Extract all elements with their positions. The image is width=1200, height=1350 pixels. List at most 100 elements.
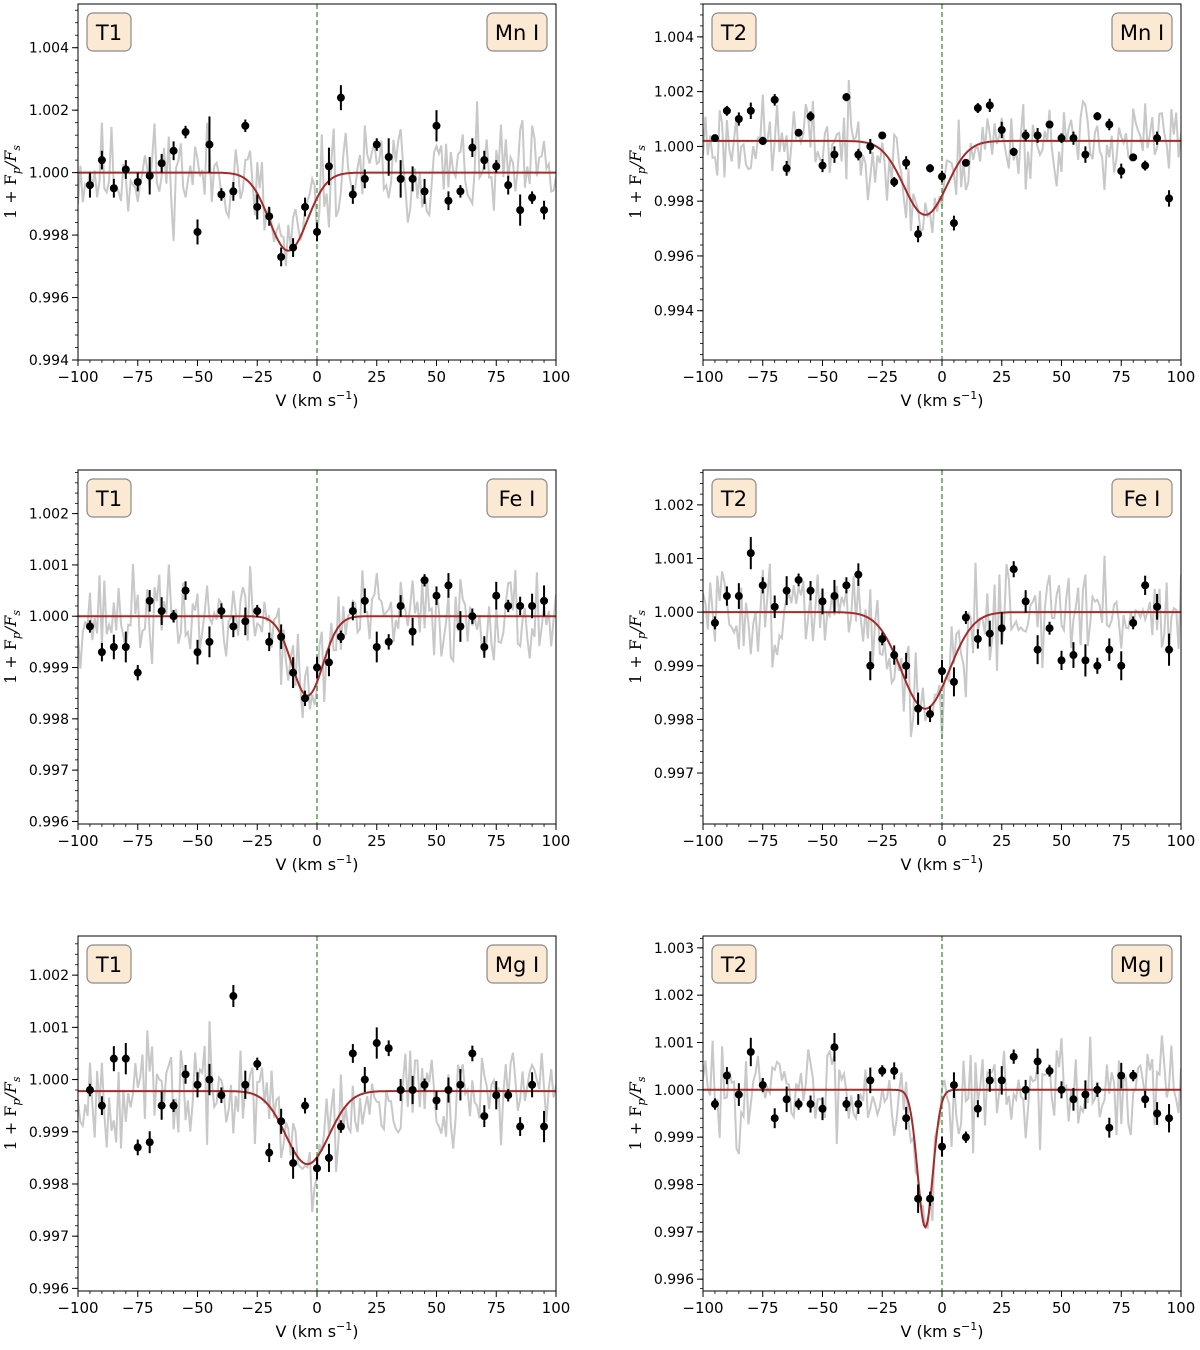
data-point xyxy=(830,150,839,159)
y-tick-label: 0.998 xyxy=(29,1177,69,1193)
data-point xyxy=(830,592,839,601)
data-point xyxy=(444,1086,453,1095)
data-point xyxy=(890,1066,899,1075)
data-point xyxy=(289,668,298,677)
panel-t2-fe: −100 −75 −50 −25 0 25 50 75 100 0.997 0.998 0.999 1.… xyxy=(626,469,1195,874)
data-point xyxy=(372,140,381,149)
data-point xyxy=(480,156,489,165)
data-point xyxy=(985,1076,994,1085)
y-tick-label: 0.998 xyxy=(29,712,69,728)
panel-t1-mg: −100 −75 −50 −25 0 25 50 75 100 0.996 0.997 0.998 0.… xyxy=(1,935,570,1341)
data-point xyxy=(157,1101,166,1110)
plot-area xyxy=(78,936,556,1291)
transit-label-box xyxy=(711,478,757,518)
data-point xyxy=(157,607,166,616)
data-point xyxy=(902,661,911,670)
data-point xyxy=(396,1086,405,1095)
data-point xyxy=(890,651,899,660)
data-point xyxy=(914,1194,923,1203)
data-point xyxy=(97,1101,106,1110)
x-tick-label: 25 xyxy=(367,368,386,386)
data-point xyxy=(1105,120,1114,129)
x-tick-label: −100 xyxy=(682,1299,723,1317)
data-point xyxy=(1105,645,1114,654)
transit-label: T1 xyxy=(95,953,122,977)
data-point xyxy=(1153,134,1162,143)
gaussian-fit-line xyxy=(78,171,556,252)
data-point xyxy=(133,1143,142,1152)
data-point xyxy=(710,618,719,627)
data-point xyxy=(782,586,791,595)
x-tick-label: −75 xyxy=(122,1299,154,1317)
data-point xyxy=(961,158,970,167)
data-point xyxy=(1045,624,1054,633)
data-point xyxy=(468,143,477,152)
x-tick-label: −50 xyxy=(182,1299,214,1317)
data-point xyxy=(961,1133,970,1142)
data-point xyxy=(253,607,262,616)
data-point xyxy=(985,101,994,110)
x-tick-label: 25 xyxy=(992,832,1011,850)
data-point xyxy=(890,178,899,186)
data-point xyxy=(277,252,286,261)
data-point xyxy=(528,1080,537,1089)
y-tick-label: 0.996 xyxy=(29,291,69,307)
y-tick-label: 1.000 xyxy=(654,139,694,155)
data-point xyxy=(528,193,537,202)
y-axis-label: 1 + Fp/Fs xyxy=(1,1076,23,1150)
data-point xyxy=(456,622,465,631)
data-point xyxy=(336,93,345,102)
data-point xyxy=(420,187,429,196)
data-point xyxy=(157,159,166,168)
plot-area xyxy=(78,4,556,360)
data-point xyxy=(1117,167,1126,176)
data-point xyxy=(265,637,274,646)
data-point xyxy=(109,643,118,651)
data-point xyxy=(85,622,94,631)
data-point xyxy=(253,1059,262,1068)
data-point xyxy=(85,181,94,190)
data-point xyxy=(842,581,851,590)
data-point xyxy=(169,1101,178,1110)
x-tick-label: 75 xyxy=(1112,1299,1131,1317)
x-tick-label: 50 xyxy=(427,368,446,386)
data-point xyxy=(985,629,994,638)
data-point xyxy=(902,158,911,167)
x-tick-label: −25 xyxy=(866,1299,898,1317)
y-axis-label: 1 + Fp/Fs xyxy=(1,145,23,219)
gaussian-fit-line xyxy=(703,611,1181,710)
data-point xyxy=(372,1039,381,1048)
y-tick-label: 0.997 xyxy=(29,763,69,779)
data-point xyxy=(97,156,106,165)
transit-label: T1 xyxy=(95,21,122,45)
data-point xyxy=(480,643,489,651)
data-point xyxy=(324,162,333,171)
data-point xyxy=(109,184,118,193)
data-point xyxy=(217,607,226,616)
data-point xyxy=(758,136,767,145)
data-point xyxy=(1009,147,1018,156)
plot-area xyxy=(703,936,1181,1291)
data-point xyxy=(1165,194,1174,203)
data-point xyxy=(1009,1052,1018,1061)
transit-label-box xyxy=(86,944,132,984)
data-point xyxy=(758,1081,767,1090)
x-tick-label: 50 xyxy=(1052,368,1071,386)
data-point xyxy=(1153,602,1162,611)
data-point xyxy=(949,677,958,686)
transit-label-box xyxy=(86,478,132,518)
data-point xyxy=(1117,1071,1126,1080)
plot-area xyxy=(703,4,1181,360)
data-point xyxy=(121,643,130,651)
data-point xyxy=(181,586,190,595)
y-tick-label: 0.996 xyxy=(654,249,694,265)
data-point xyxy=(926,164,935,173)
y-tick-label: 1.000 xyxy=(654,605,694,621)
species-label: Fe I xyxy=(1124,487,1161,511)
data-point xyxy=(1141,581,1150,590)
species-label: Fe I xyxy=(499,487,536,511)
data-point xyxy=(145,171,154,180)
y-tick-label: 1.003 xyxy=(654,941,694,957)
data-point xyxy=(830,1043,839,1052)
y-axis-label: 1 + Fp/Fs xyxy=(626,145,648,219)
